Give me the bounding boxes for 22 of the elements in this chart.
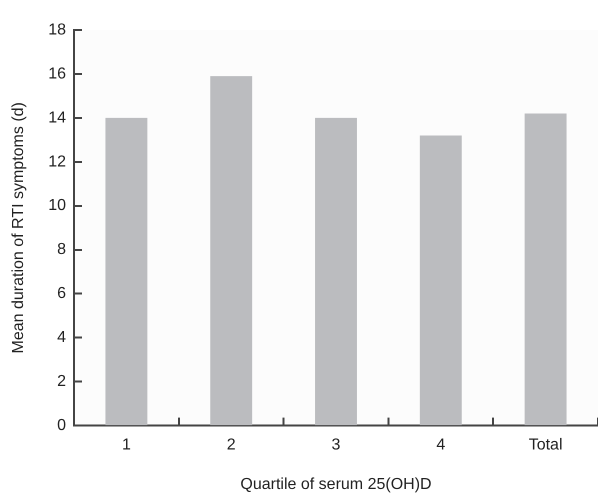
y-tick-label: 6 <box>57 285 66 302</box>
bar <box>315 118 357 426</box>
y-tick-label: 16 <box>48 65 66 82</box>
x-tick-label: 4 <box>436 436 446 454</box>
y-tick-label: 4 <box>57 329 66 346</box>
y-tick-label: 8 <box>57 241 66 258</box>
y-tick-label: 14 <box>48 109 66 126</box>
bar <box>420 135 462 426</box>
y-axis-title: Mean duration of RTI symptoms (d) <box>10 102 28 354</box>
y-tick-label: 12 <box>48 153 66 170</box>
y-tick-label: 0 <box>57 417 66 434</box>
x-tick-label: 1 <box>122 436 131 454</box>
x-axis-title: Quartile of serum 25(OH)D <box>240 476 432 493</box>
y-tick-label: 18 <box>48 21 66 38</box>
x-tick-label: 2 <box>226 436 236 454</box>
bar <box>524 114 567 426</box>
x-tick-label: 3 <box>332 436 341 454</box>
x-tick-label: Total <box>528 436 562 454</box>
y-tick-label: 2 <box>57 373 66 390</box>
bar <box>210 76 252 426</box>
y-tick-label: 10 <box>48 197 66 214</box>
bar <box>105 118 148 426</box>
